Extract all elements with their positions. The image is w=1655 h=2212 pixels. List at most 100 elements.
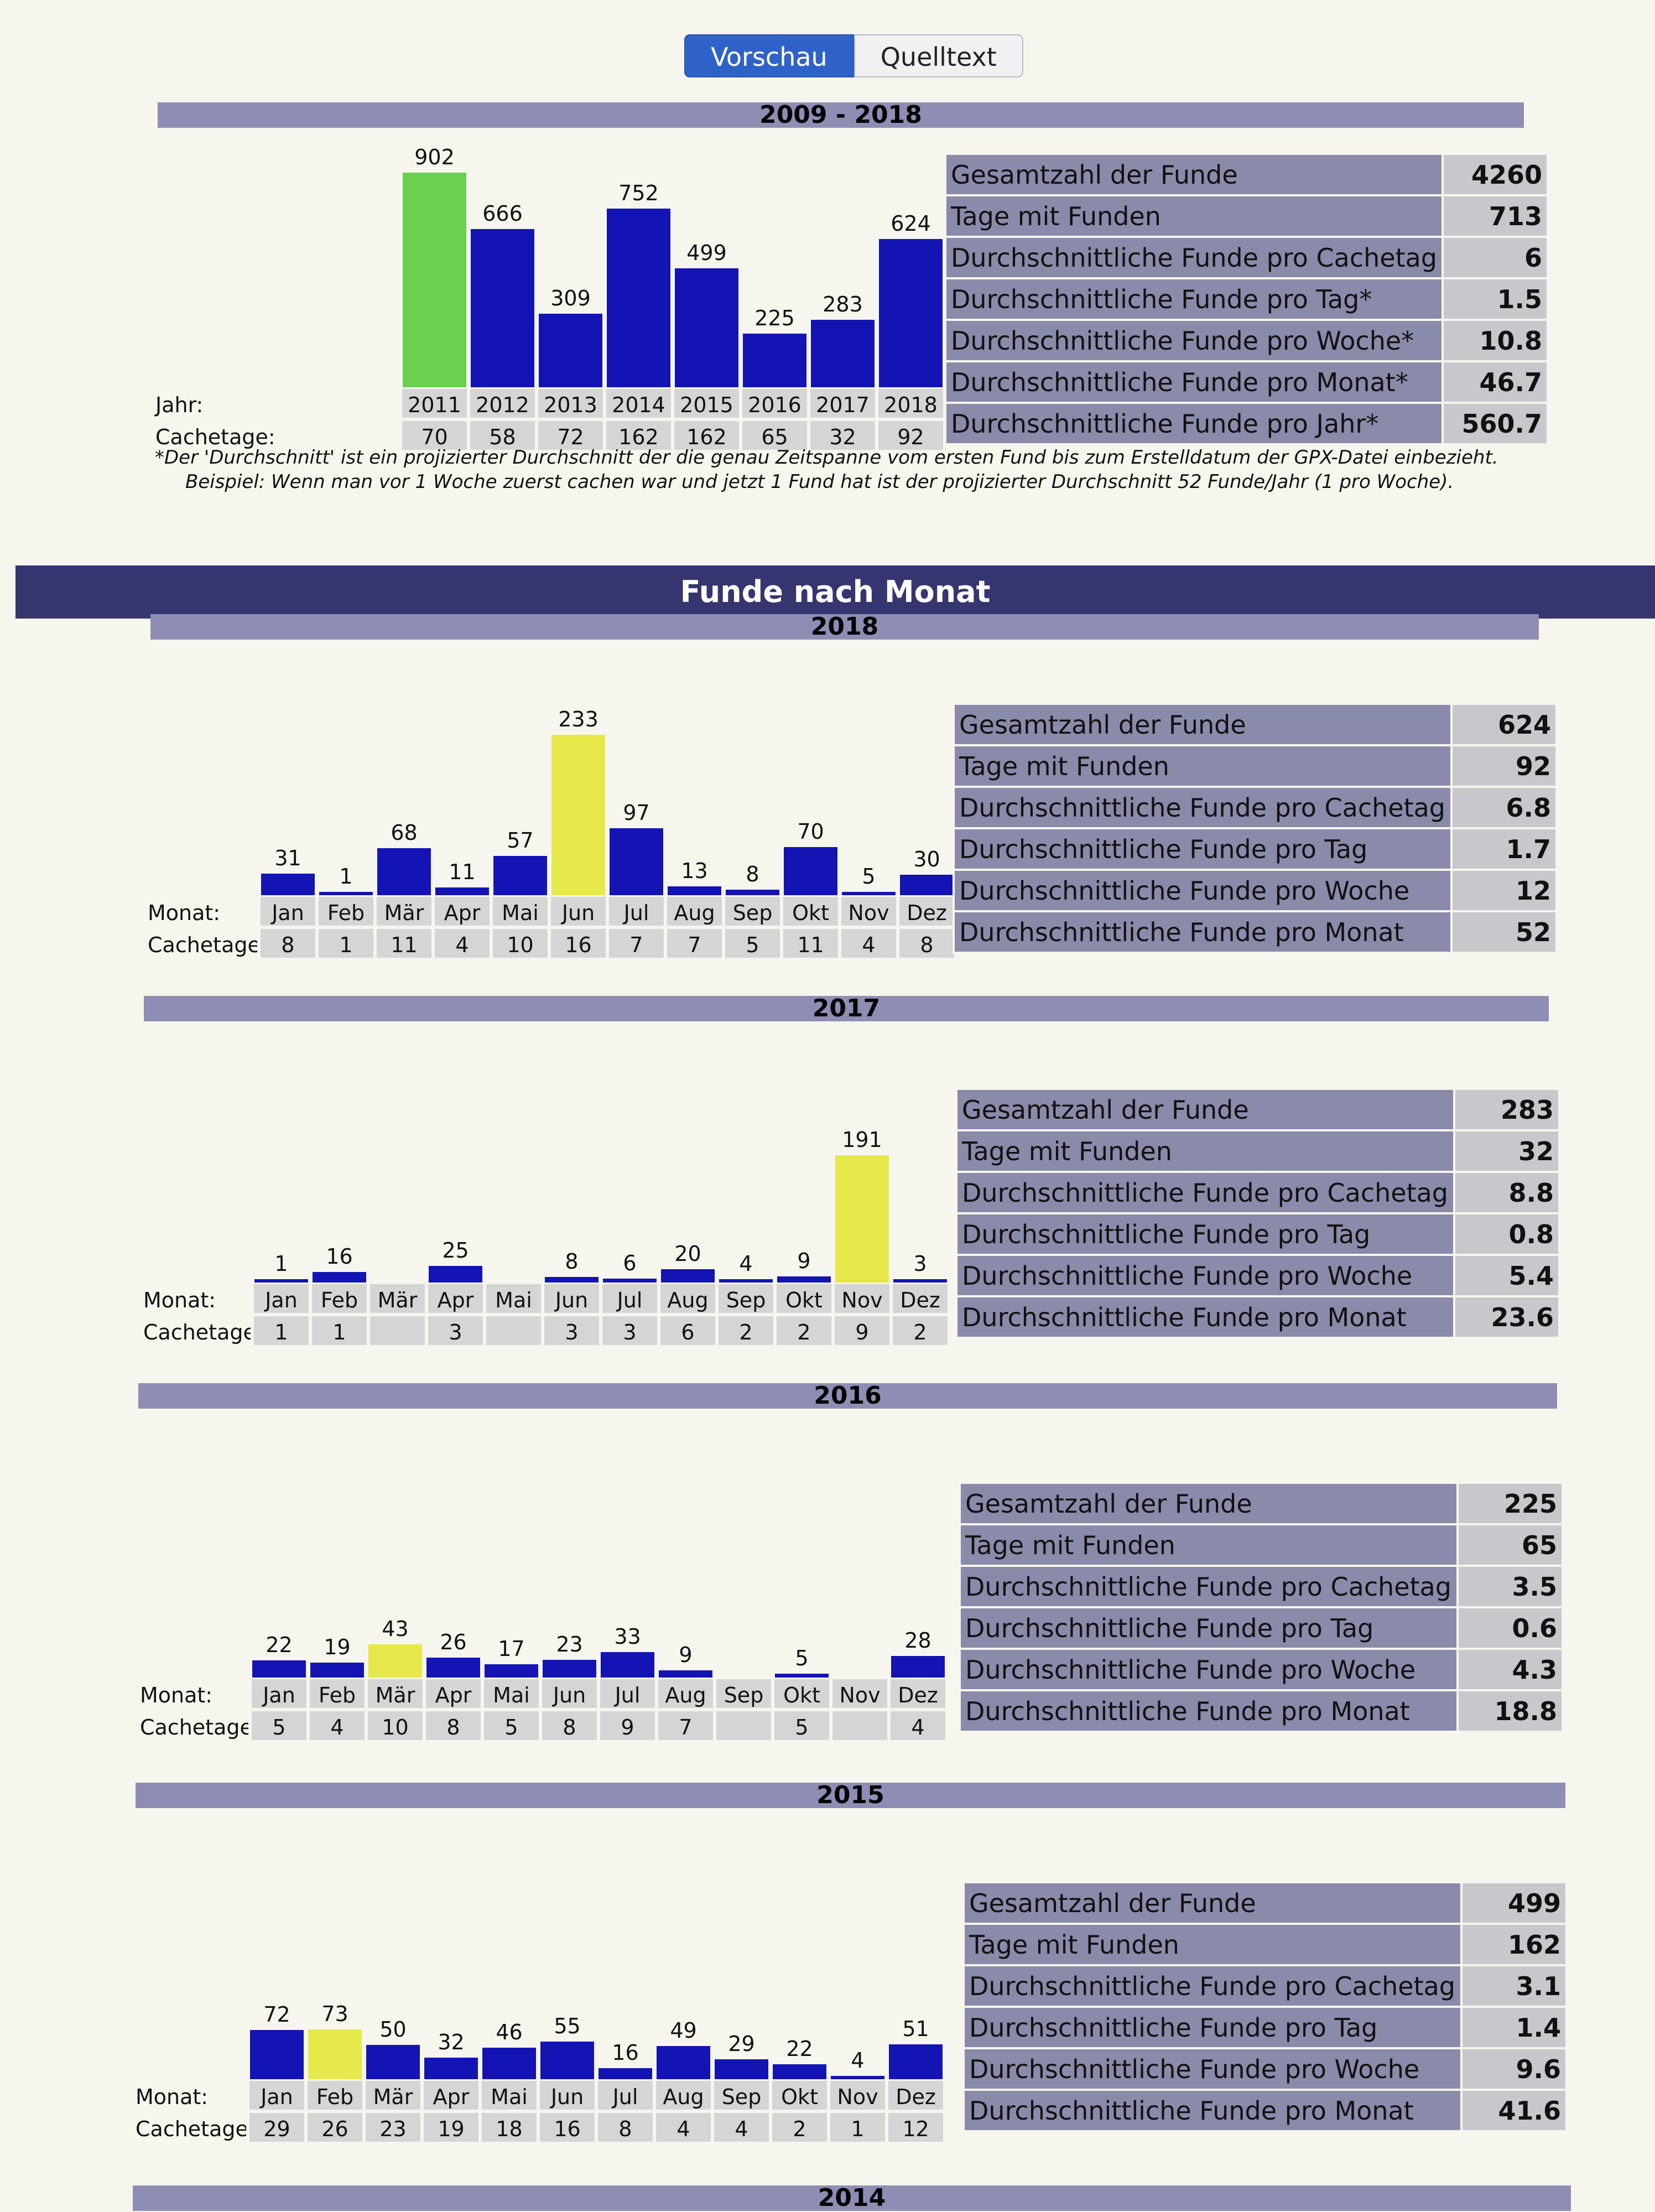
month-bar-value: 33	[614, 1624, 641, 1649]
month-cell: Mär	[366, 1678, 424, 1710]
stats-table: Gesamtzahl der Funde 283 Tage mit Funden 32…	[955, 1088, 1560, 1339]
month-cell: Feb	[306, 2079, 364, 2111]
row-label: Monat:	[131, 2079, 248, 2111]
month-row: Monat: Jan Feb Mär Apr Mai Jun Jul Aug Sep Okt Nov D…	[143, 895, 956, 927]
cachedays-cell: 1	[829, 2111, 887, 2143]
cachedays-cell: 72	[537, 419, 605, 451]
cachedays-cell: 4	[889, 1710, 947, 1742]
month-bar-value: 57	[507, 828, 534, 853]
month-bar	[784, 847, 837, 895]
stats-row: Durchschnittliche Funde pro Tag 1.4	[962, 2006, 1568, 2049]
month-bar	[250, 2030, 304, 2079]
year-bar-value: 283	[823, 292, 863, 316]
month-bar-value: 31	[274, 846, 301, 870]
month-bar-value: 46	[496, 2020, 523, 2044]
year-bar	[607, 209, 670, 387]
month-bar-value: 9	[797, 1249, 811, 1273]
stats-label: Durchschnittliche Funde pro Tag	[959, 1606, 1459, 1650]
month-bar	[715, 2059, 768, 2079]
stats-row: Gesamtzahl der Funde 225	[959, 1482, 1564, 1525]
month-row: Monat: Jan Feb Mär Apr Mai Jun Jul Aug Sep Okt Nov D…	[138, 1282, 949, 1315]
month-cell: Mär	[364, 2079, 422, 2111]
cachedays-cell: 4	[308, 1710, 366, 1742]
stats-value: 1.5	[1441, 277, 1549, 321]
stats-label: Tage mit Funden	[959, 1523, 1459, 1567]
month-bar-value: 73	[321, 2002, 348, 2026]
cachedays-cell: 4	[840, 927, 898, 959]
tab-source[interactable]: Quelltext	[853, 34, 1023, 77]
stats-value: 162	[1460, 1923, 1568, 1966]
month-cell: Okt	[775, 1282, 833, 1315]
year-cell: 2015	[673, 387, 741, 419]
stats-row: Gesamtzahl der Funde 283	[955, 1088, 1560, 1131]
row-label: Monat:	[135, 1678, 250, 1710]
cachedays-cell: 8	[596, 2111, 654, 2143]
cachedays-cell: 32	[809, 419, 877, 451]
stats-value: 6.8	[1450, 786, 1558, 829]
month-bar	[482, 2048, 536, 2079]
stats-table: Gesamtzahl der Funde 499 Tage mit Funden 16…	[962, 1881, 1568, 2132]
month-bar	[543, 1660, 596, 1678]
month-bar	[598, 2068, 652, 2079]
month-bar-value: 8	[746, 862, 759, 886]
month-bar-value: 22	[266, 1633, 293, 1657]
cachedays-cell: 10	[366, 1710, 424, 1742]
stats-label: Durchschnittliche Funde pro Monat	[959, 1689, 1459, 1733]
year-cell: 2011	[400, 387, 469, 419]
year-bar-value: 225	[754, 306, 795, 330]
stats-value: 4260	[1441, 153, 1549, 196]
cachedays-cell: 3	[426, 1315, 485, 1347]
month-cell: Okt	[771, 2079, 829, 2111]
stats-row: Durchschnittliche Funde pro Cachetag 3.5	[959, 1565, 1564, 1608]
year-bar	[675, 268, 738, 387]
row-label: Cachetage:	[135, 1710, 250, 1742]
month-cell: Jun	[543, 1282, 601, 1315]
stats-value: 12	[1450, 869, 1558, 912]
month-bar	[831, 2076, 884, 2079]
footnote: *Der 'Durchschnitt' ist ein projizierter…	[155, 445, 1538, 494]
stats-table: Gesamtzahl der Funde 624 Tage mit Funden 92…	[953, 703, 1558, 954]
cachedays-row: Cachetage: 70 58 72 162 162 65 32 92	[150, 419, 945, 451]
stats-label: Gesamtzahl der Funde	[944, 153, 1444, 196]
month-bar	[610, 828, 663, 895]
stats-label: Tage mit Funden	[962, 1923, 1463, 1966]
cachedays-cell: 2	[775, 1315, 833, 1347]
month-bar-value: 191	[842, 1128, 882, 1152]
cachedays-cell: 7	[607, 927, 665, 959]
year-bar-value: 666	[482, 201, 523, 226]
month-cell: Jan	[248, 2079, 306, 2111]
cachedays-cell: 2	[771, 2111, 829, 2143]
month-bar-value: 43	[382, 1617, 409, 1641]
year-section-title: 2015	[136, 1783, 1565, 1808]
month-bar-value: 5	[862, 864, 876, 889]
month-bar	[377, 848, 431, 895]
month-bar	[313, 1272, 366, 1282]
cachedays-cell: 5	[482, 1710, 540, 1742]
cachedays-cell: 23	[364, 2111, 422, 2143]
cachedays-cell: 9	[833, 1315, 891, 1347]
year-cell: 2013	[537, 387, 605, 419]
month-bar-value: 97	[623, 801, 650, 825]
month-bar-value: 19	[324, 1635, 351, 1659]
month-cell: Feb	[308, 1678, 366, 1710]
stats-row: Gesamtzahl der Funde 4260	[944, 153, 1549, 196]
month-bar	[435, 887, 489, 895]
month-cell: Jun	[549, 895, 607, 927]
view-tabs: Vorschau Quelltext	[684, 34, 1023, 80]
stats-row: Durchschnittliche Funde pro Tag 0.8	[955, 1212, 1560, 1256]
tab-preview[interactable]: Vorschau	[684, 34, 854, 77]
stats-row: Tage mit Funden 32	[955, 1129, 1560, 1173]
month-bar	[601, 1652, 654, 1678]
stats-row: Tage mit Funden 92	[953, 744, 1558, 788]
cachedays-cell: 11	[782, 927, 840, 959]
cachedays-cell: 4	[433, 927, 491, 959]
month-cell: Jan	[252, 1282, 310, 1315]
stats-value: 52	[1450, 910, 1558, 954]
stats-label: Gesamtzahl der Funde	[955, 1088, 1455, 1131]
month-bar-value: 1	[339, 864, 353, 889]
year-bar-value: 902	[414, 145, 455, 169]
stats-value: 65	[1456, 1523, 1564, 1567]
year-section-title: 2017	[144, 996, 1549, 1021]
cachedays-cell: 4	[654, 2111, 712, 2143]
month-bar	[426, 1658, 480, 1678]
